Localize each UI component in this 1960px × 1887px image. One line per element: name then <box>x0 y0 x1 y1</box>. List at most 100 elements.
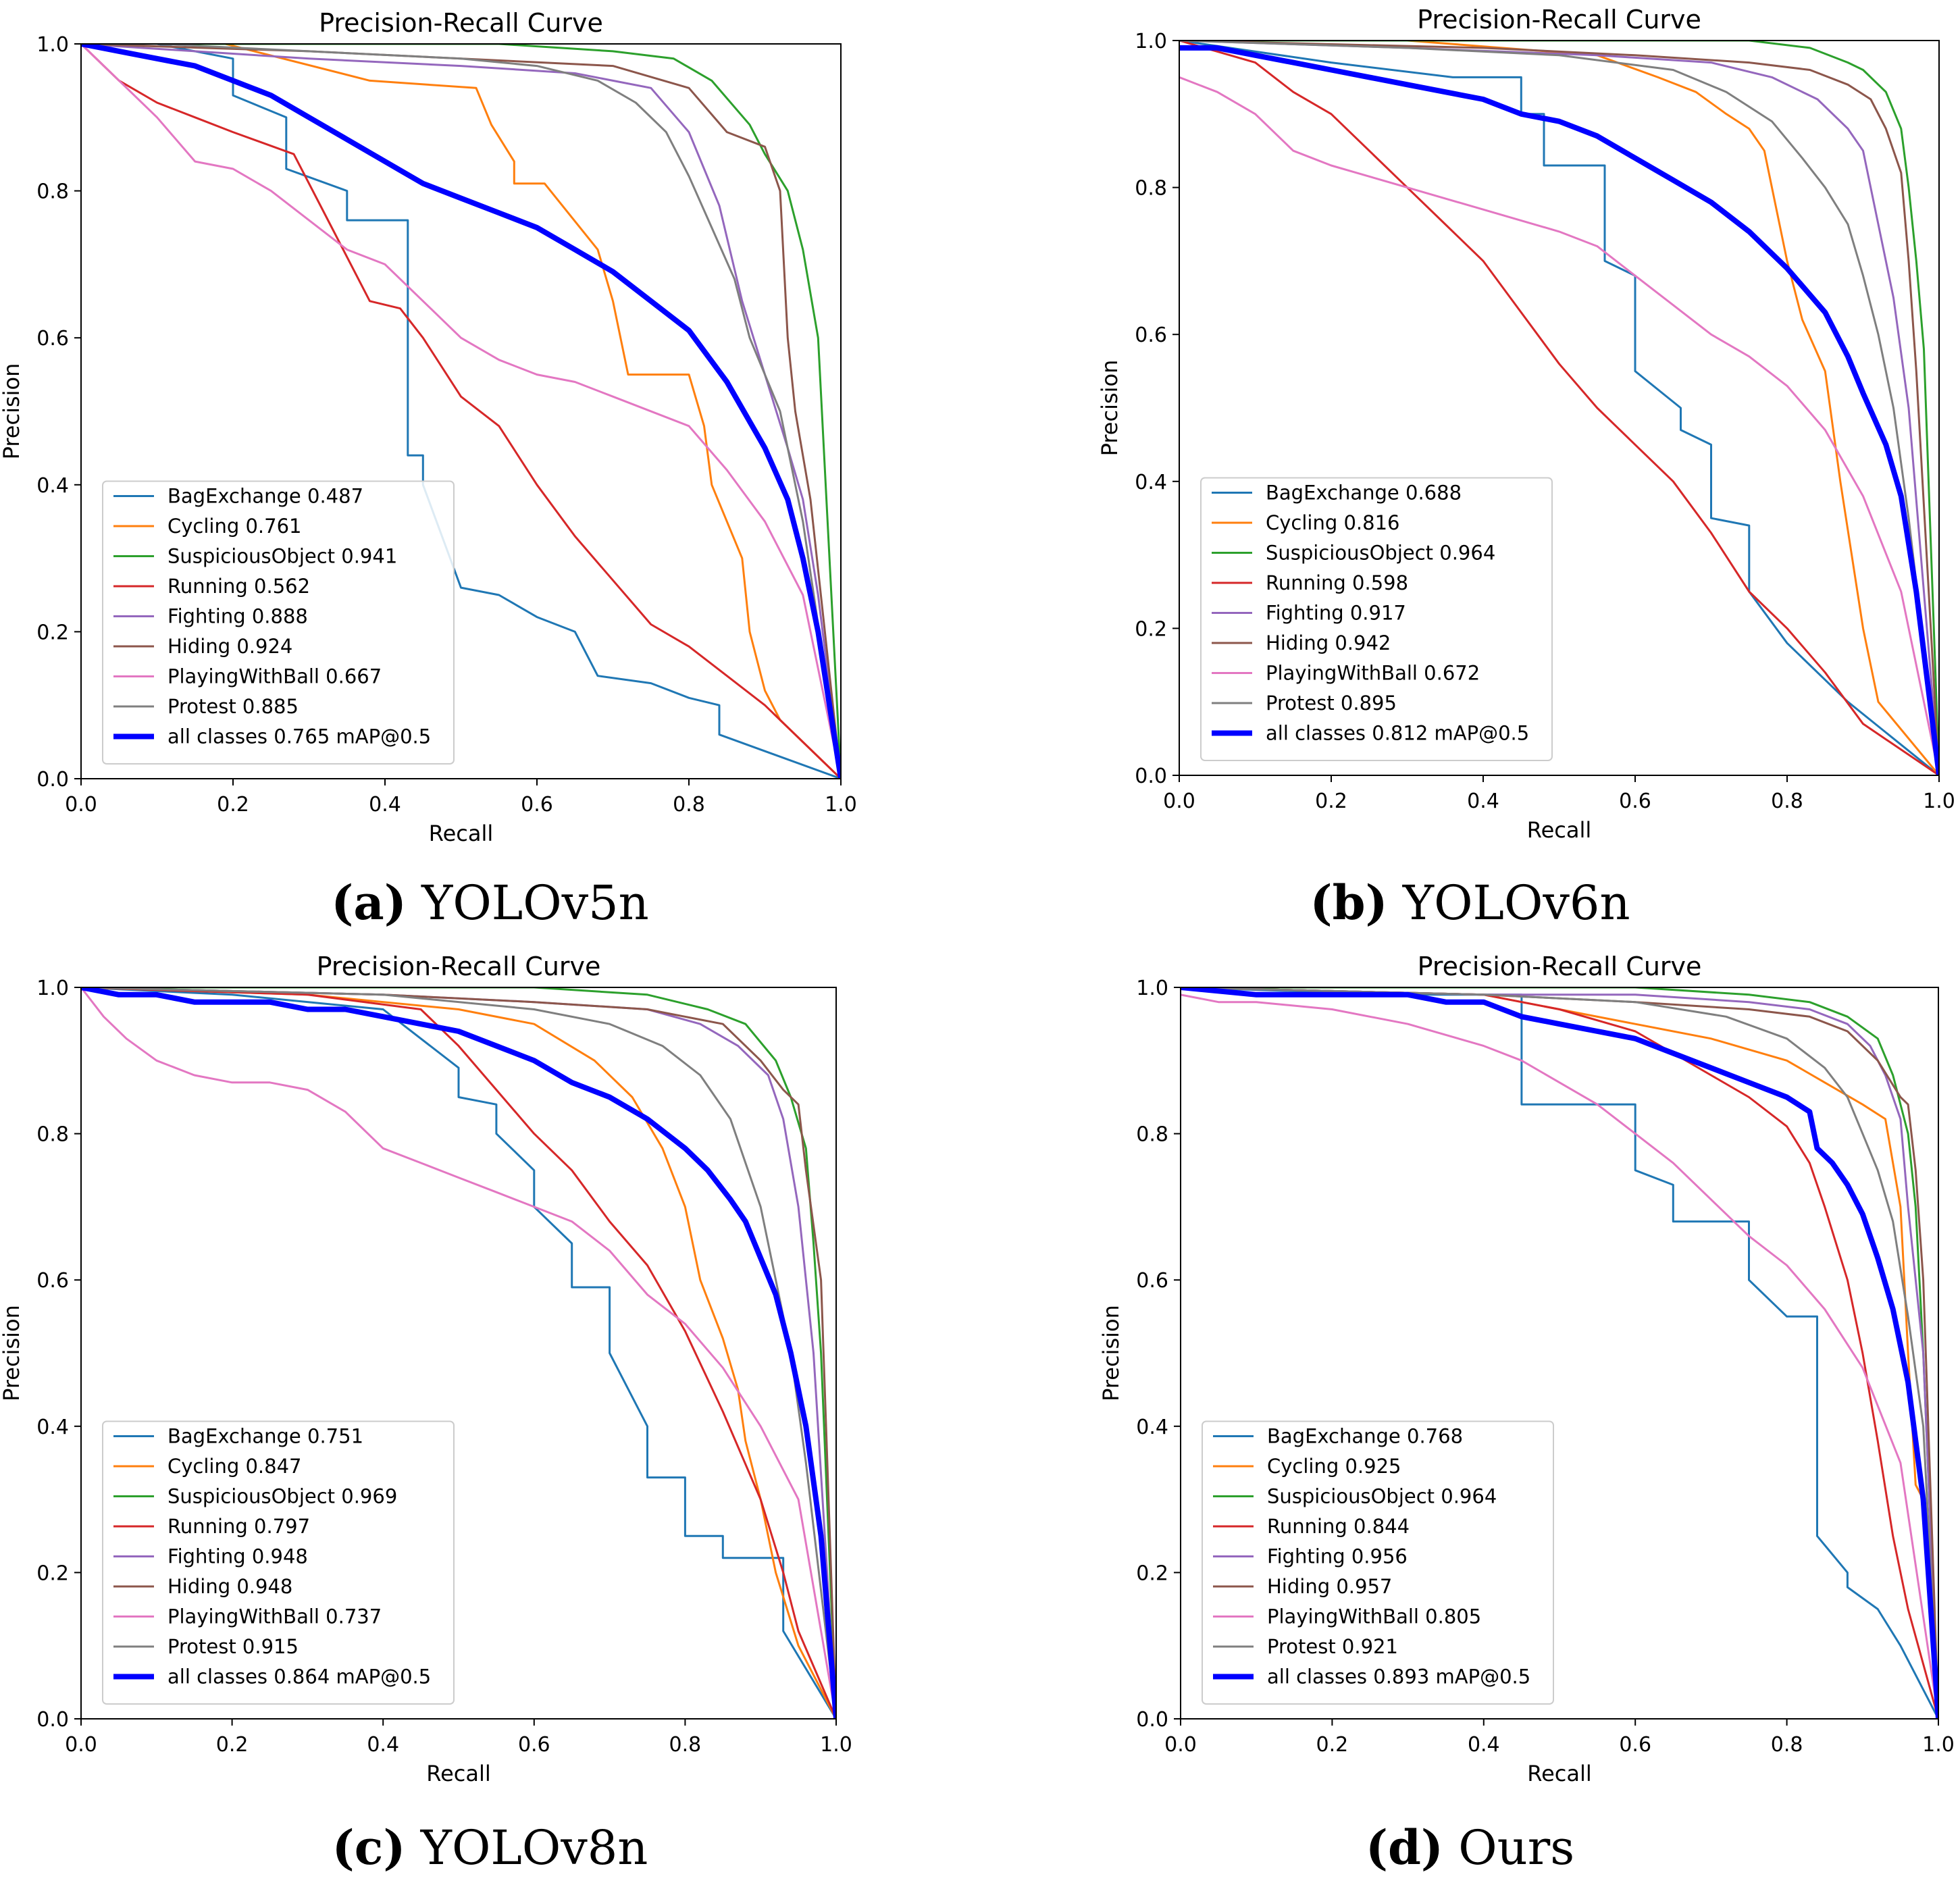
x-tick-label: 0.4 <box>367 1733 399 1757</box>
legend-label: Protest 0.885 <box>167 695 299 718</box>
y-tick-label: 0.4 <box>36 474 69 498</box>
series-line-2 <box>1179 41 1939 775</box>
legend-box <box>102 480 455 765</box>
y-tick-label: 0.0 <box>36 1708 69 1732</box>
y-tick-label: 0.4 <box>1136 1416 1168 1439</box>
legend-label: BagExchange 0.768 <box>1267 1425 1463 1448</box>
legend-label: Protest 0.895 <box>1266 692 1397 715</box>
legend-label: all classes 0.864 mAP@0.5 <box>167 1665 431 1688</box>
legend-label: SuspiciousObject 0.964 <box>1266 542 1495 565</box>
chart-title: Precision-Recall Curve <box>1417 5 1701 34</box>
y-tick-label: 0.0 <box>1136 1708 1168 1732</box>
series-line-7 <box>1181 987 1938 1719</box>
series-line-3 <box>81 44 841 779</box>
legend-label: PlayingWithBall 0.805 <box>1267 1605 1481 1628</box>
panel-c: Precision-Recall Curve 0.0 0.2 0.4 0.6 0.8 1.0… <box>0 943 980 1887</box>
series-line-0 <box>1179 41 1939 775</box>
y-tick-label: 0.8 <box>1135 177 1167 201</box>
x-tick-label: 0.4 <box>1468 1733 1500 1757</box>
plot-frame <box>80 43 842 779</box>
series-group <box>1181 987 1938 1719</box>
legend: BagExchange 0.688 Cycling 0.816 Suspicious… <box>1200 477 1553 761</box>
legend-label: Hiding 0.948 <box>167 1575 292 1598</box>
legend-label: Protest 0.915 <box>167 1635 299 1658</box>
series-line-7 <box>81 44 841 779</box>
y-tick-label: 1.0 <box>36 977 69 1000</box>
series-line-4 <box>1179 41 1939 775</box>
chart-title: Precision-Recall Curve <box>317 952 601 981</box>
legend-label: Hiding 0.957 <box>1267 1575 1392 1598</box>
x-axis-label: Recall <box>426 1761 490 1786</box>
series-line-1 <box>81 44 841 779</box>
x-tick-label: 0.2 <box>1316 1733 1349 1757</box>
x-tick-label: 0.8 <box>1771 790 1803 813</box>
caption-c: (c) YOLOv8n <box>0 1819 980 1876</box>
y-tick-label: 0.8 <box>36 1123 69 1147</box>
legend-label: SuspiciousObject 0.964 <box>1267 1485 1497 1508</box>
series-line-1 <box>1179 41 1939 775</box>
x-tick-label: 0.6 <box>521 793 553 817</box>
caption-letter: (a) <box>331 875 407 931</box>
x-tick-label: 1.0 <box>1923 790 1955 813</box>
legend-box <box>102 1420 455 1705</box>
pr-chart-yolov6n: Precision-Recall Curve 0.0 0.2 0.4 0.6 0.8 1.0… <box>1097 5 1955 843</box>
y-tick-label: 0.8 <box>1136 1123 1168 1147</box>
y-axis-label: Precision <box>0 363 24 460</box>
x-tick-label: 0.0 <box>1163 790 1195 813</box>
x-tick-label: 0.2 <box>217 793 249 817</box>
series-line-3 <box>1181 987 1938 1719</box>
series-line-6 <box>81 44 841 779</box>
legend-label: PlayingWithBall 0.737 <box>167 1605 382 1628</box>
series-line-7 <box>1179 41 1939 775</box>
series-line-5 <box>81 987 836 1719</box>
legend: BagExchange 0.487 Cycling 0.761 Suspicious… <box>102 480 455 765</box>
series-group <box>81 987 836 1719</box>
y-tick-label: 0.2 <box>36 1561 69 1585</box>
legend: BagExchange 0.768 Cycling 0.925 Suspicious… <box>1202 1420 1554 1705</box>
legend-label: Hiding 0.924 <box>167 635 292 658</box>
legend-label: Cycling 0.925 <box>1267 1455 1401 1478</box>
series-line-3 <box>81 987 836 1719</box>
pr-chart-yolov8n: Precision-Recall Curve 0.0 0.2 0.4 0.6 0.8 1.0… <box>0 952 852 1786</box>
x-tick-label: 0.8 <box>669 1733 702 1757</box>
x-axis-label: Recall <box>429 821 493 846</box>
x-tick-label: 1.0 <box>825 793 857 817</box>
y-tick-label: 0.6 <box>36 1269 69 1293</box>
panel-d: Precision-Recall Curve 0.0 0.2 0.4 0.6 0.8 1.0… <box>980 943 1960 1887</box>
x-tick-label: 0.6 <box>1619 790 1651 813</box>
caption-text: Ours <box>1458 1820 1575 1876</box>
legend: BagExchange 0.751 Cycling 0.847 Suspicious… <box>102 1420 455 1705</box>
legend-label: Cycling 0.761 <box>167 515 302 538</box>
legend-label: Cycling 0.816 <box>1266 511 1400 534</box>
x-axis-label: Recall <box>1527 817 1591 843</box>
x-axis-label: Recall <box>1527 1761 1591 1786</box>
legend-label: PlayingWithBall 0.667 <box>167 665 382 688</box>
panel-a: Precision-Recall Curve 0.0 0.2 0.4 0.6 0.8 1.0… <box>0 0 980 943</box>
series-line-4 <box>81 44 841 779</box>
series-line-6 <box>1181 993 1938 1719</box>
y-axis-label: Precision <box>1098 1305 1124 1401</box>
pr-chart-ours: Precision-Recall Curve 0.0 0.2 0.4 0.6 0.8 1.0… <box>1098 952 1955 1786</box>
plot-frame <box>1179 40 1940 776</box>
y-tick-label: 0.0 <box>1135 765 1167 788</box>
series-line-3 <box>1179 41 1939 775</box>
series-line-2 <box>81 44 841 779</box>
legend-box <box>1202 1420 1554 1705</box>
series-line-0 <box>1181 987 1938 1719</box>
chart-title: Precision-Recall Curve <box>319 8 603 38</box>
legend-label: Running 0.844 <box>1267 1515 1410 1538</box>
legend-label: SuspiciousObject 0.969 <box>167 1485 397 1508</box>
plot-frame <box>80 987 837 1720</box>
x-tick-label: 1.0 <box>1922 1733 1955 1757</box>
y-tick-label: 0.2 <box>36 621 69 644</box>
caption-text: YOLOv5n <box>421 875 649 931</box>
legend-label: all classes 0.812 mAP@0.5 <box>1266 722 1529 745</box>
y-tick-label: 0.8 <box>36 180 69 204</box>
pr-chart-yolov5n: Precision-Recall Curve 0.0 0.2 0.4 0.6 0.8 1.0… <box>0 8 857 846</box>
x-tick-label: 0.2 <box>216 1733 249 1757</box>
legend-label: Fighting 0.948 <box>167 1545 308 1568</box>
y-tick-label: 0.4 <box>1135 471 1167 494</box>
legend-label: Protest 0.921 <box>1267 1635 1398 1658</box>
caption-letter: (d) <box>1365 1819 1444 1876</box>
